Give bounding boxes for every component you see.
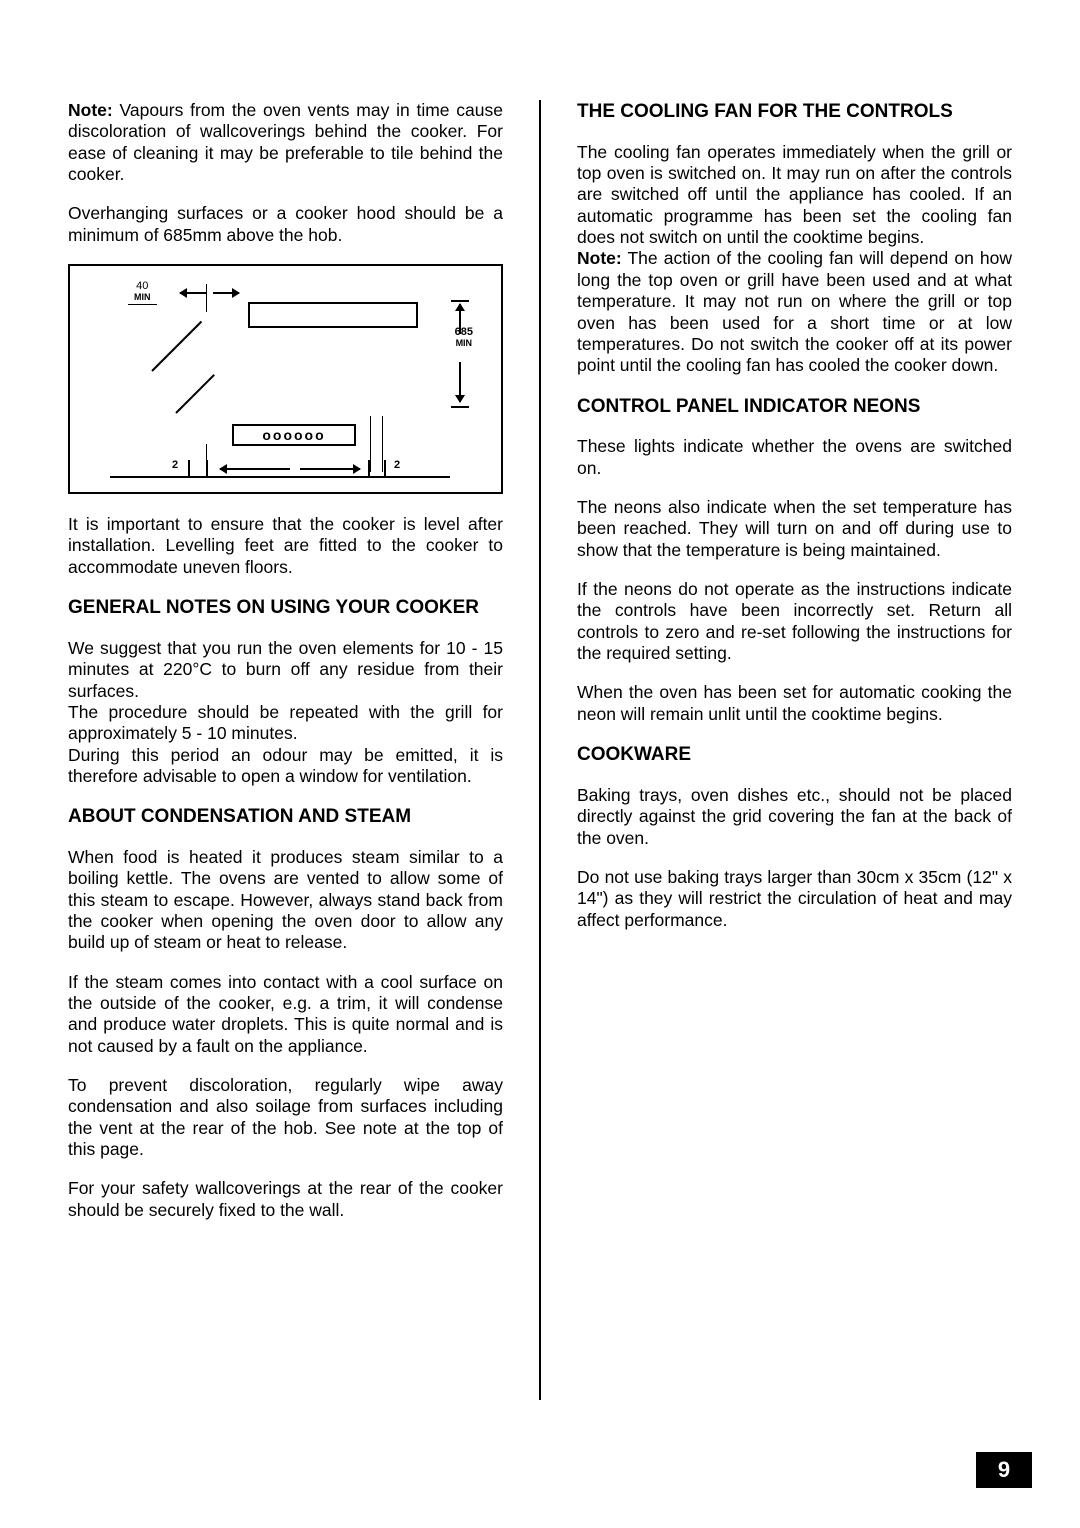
cond-p4: For your safety wallcoverings at the rea…: [68, 1178, 503, 1221]
heading-cooling-fan: THE COOLING FAN FOR THE CONTROLS: [577, 100, 1012, 124]
cabinet-edge: [370, 416, 371, 472]
tick-mark: [206, 284, 207, 312]
dim-685-unit: MIN: [455, 338, 473, 349]
neons-p2: The neons also indicate when the set tem…: [577, 497, 1012, 561]
manual-page: Note: Vapours from the oven vents may in…: [0, 0, 1080, 1528]
column-divider: [539, 100, 541, 1400]
general-p2: The procedure should be repeated with th…: [68, 702, 503, 745]
hood-line: [151, 321, 202, 372]
top-clearance-dim: 40 MIN: [128, 280, 157, 305]
cabinet-edge: [382, 416, 383, 472]
clearance-diagram: 40 MIN oooooo 685 MIN: [68, 264, 503, 494]
cooling-note-text: The action of the cooling fan will depen…: [577, 248, 1012, 375]
heading-condensation: ABOUT CONDENSATION AND STEAM: [68, 805, 503, 829]
arrow-left-icon: [180, 292, 206, 294]
left-column: Note: Vapours from the oven vents may in…: [68, 100, 503, 1400]
arrow-down-icon: [459, 362, 461, 402]
side-gap-right: 2: [394, 459, 400, 472]
level-text: It is important to ensure that the cooke…: [68, 514, 503, 578]
dim-40-value: 40: [136, 280, 148, 292]
cond-p1: When food is heated it produces steam si…: [68, 847, 503, 954]
note-label: Note:: [577, 248, 622, 268]
cupboard-shape: [248, 302, 418, 328]
cooling-note-paragraph: Note: The action of the cooling fan will…: [577, 248, 1012, 376]
right-column: THE COOLING FAN FOR THE CONTROLS The coo…: [577, 100, 1012, 1400]
general-p1: We suggest that you run the oven element…: [68, 638, 503, 702]
general-p3: During this period an odour may be emitt…: [68, 745, 503, 788]
heading-indicator-neons: CONTROL PANEL INDICATOR NEONS: [577, 395, 1012, 419]
cond-p3: To prevent discoloration, regularly wipe…: [68, 1075, 503, 1160]
cooling-p1: The cooling fan operates immediately whe…: [577, 142, 1012, 249]
neons-p4: When the oven has been set for automatic…: [577, 682, 1012, 725]
hood-line: [175, 374, 215, 414]
arrow-right-icon: [300, 468, 360, 470]
arrow-left-icon: [220, 468, 290, 470]
note-label: Note:: [68, 100, 113, 120]
note-paragraph: Note: Vapours from the oven vents may in…: [68, 100, 503, 185]
arrow-right-icon: [213, 292, 239, 294]
heading-cookware: COOKWARE: [577, 743, 1012, 767]
cond-p2: If the steam comes into contact with a c…: [68, 972, 503, 1057]
heading-general-notes: GENERAL NOTES ON USING YOUR COOKER: [68, 596, 503, 620]
note-text: Vapours from the oven vents may in time …: [68, 100, 503, 184]
page-number-badge: 9: [976, 1452, 1032, 1488]
cookware-p1: Baking trays, oven dishes etc., should n…: [577, 785, 1012, 849]
neons-p1: These lights indicate whether the ovens …: [577, 436, 1012, 479]
tick-mark: [451, 300, 469, 302]
overhang-text: Overhanging surfaces or a cooker hood sh…: [68, 203, 503, 246]
tick-mark: [451, 406, 469, 408]
side-gap-left: 2: [172, 459, 178, 472]
two-column-layout: Note: Vapours from the oven vents may in…: [68, 100, 1012, 1400]
dim-40-unit: MIN: [134, 292, 151, 303]
cookware-p2: Do not use baking trays larger than 30cm…: [577, 867, 1012, 931]
neons-p3: If the neons do not operate as the instr…: [577, 579, 1012, 664]
hob-shape: oooooo: [232, 424, 356, 446]
dim-685-value: 685: [455, 326, 473, 338]
base-line: [110, 476, 450, 478]
vertical-clearance-dim: 685 MIN: [455, 326, 473, 349]
